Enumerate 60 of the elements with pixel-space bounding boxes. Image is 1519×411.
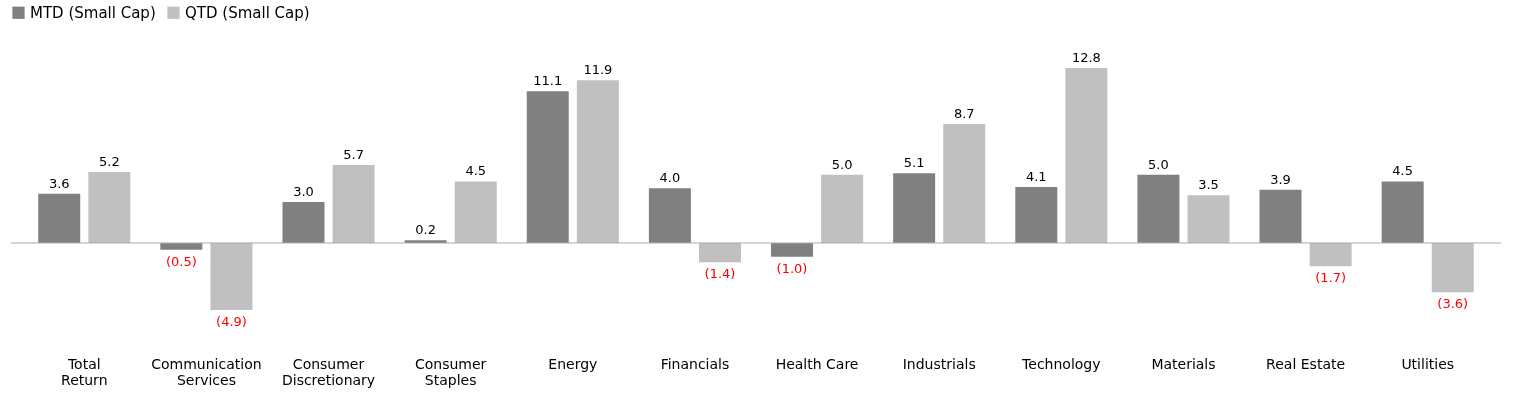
bar bbox=[821, 174, 864, 243]
data-label: (3.6) bbox=[1437, 296, 1469, 312]
bar bbox=[1015, 186, 1058, 243]
bar bbox=[771, 242, 814, 257]
data-label: 0.2 bbox=[415, 222, 436, 238]
data-label: (1.7) bbox=[1315, 270, 1347, 286]
x-tick-label: Materials bbox=[1151, 355, 1216, 372]
data-label: 4.5 bbox=[465, 163, 487, 179]
data-label: 12.8 bbox=[1071, 50, 1101, 66]
data-label: 3.0 bbox=[293, 183, 314, 199]
data-label: (1.4) bbox=[704, 266, 736, 282]
data-label: 5.2 bbox=[98, 153, 120, 169]
bar bbox=[332, 165, 375, 243]
bar bbox=[893, 173, 936, 243]
bar bbox=[526, 91, 569, 243]
bar bbox=[282, 201, 325, 243]
bar bbox=[576, 80, 619, 243]
data-label: 4.5 bbox=[1392, 163, 1414, 179]
x-tick-label: Consumer Discretionary bbox=[281, 355, 376, 388]
bar bbox=[1065, 68, 1108, 243]
data-label: 4.0 bbox=[659, 170, 681, 186]
bar bbox=[648, 188, 691, 243]
bar bbox=[454, 181, 497, 243]
data-label: 11.9 bbox=[583, 62, 613, 78]
bar bbox=[698, 242, 741, 263]
bar bbox=[1137, 174, 1180, 243]
x-tick-label: Technology bbox=[1021, 355, 1101, 372]
data-label: 3.6 bbox=[48, 175, 70, 191]
data-label: (1.0) bbox=[776, 260, 808, 276]
legend-label: QTD (Small Cap) bbox=[185, 3, 310, 22]
bar bbox=[1431, 242, 1474, 293]
bar bbox=[210, 242, 253, 310]
x-tick-label: Industrials bbox=[902, 355, 976, 372]
legend-label: MTD (Small Cap) bbox=[30, 3, 156, 22]
bar bbox=[1187, 195, 1230, 243]
bar bbox=[88, 171, 131, 243]
data-label: 5.0 bbox=[1148, 156, 1169, 172]
data-label: 3.9 bbox=[1270, 171, 1291, 187]
bar bbox=[1259, 189, 1302, 243]
x-tick-label: Communication Services bbox=[151, 355, 262, 388]
data-label: (4.9) bbox=[216, 313, 247, 329]
data-label: 8.7 bbox=[953, 106, 975, 122]
bar bbox=[943, 124, 986, 243]
x-tick-label: Utilities bbox=[1401, 355, 1455, 372]
data-label: 4.1 bbox=[1025, 168, 1047, 184]
data-label: 5.0 bbox=[831, 156, 853, 172]
data-label: 5.1 bbox=[903, 155, 925, 171]
x-tick-label: Financials bbox=[660, 355, 730, 372]
x-tick-label: Total Return bbox=[61, 355, 108, 388]
bar bbox=[1309, 242, 1352, 267]
x-tick-label: Real Estate bbox=[1266, 355, 1346, 372]
data-label: (0.5) bbox=[165, 253, 197, 269]
x-tick-label: Energy bbox=[548, 355, 598, 372]
data-label: 3.5 bbox=[1198, 177, 1219, 193]
x-tick-label: Consumer Staples bbox=[414, 355, 487, 388]
x-tick-label: Health Care bbox=[775, 355, 859, 372]
data-label: 11.1 bbox=[533, 73, 563, 89]
bar bbox=[1381, 181, 1424, 243]
data-label: 5.7 bbox=[343, 147, 364, 163]
bar bbox=[38, 193, 81, 243]
